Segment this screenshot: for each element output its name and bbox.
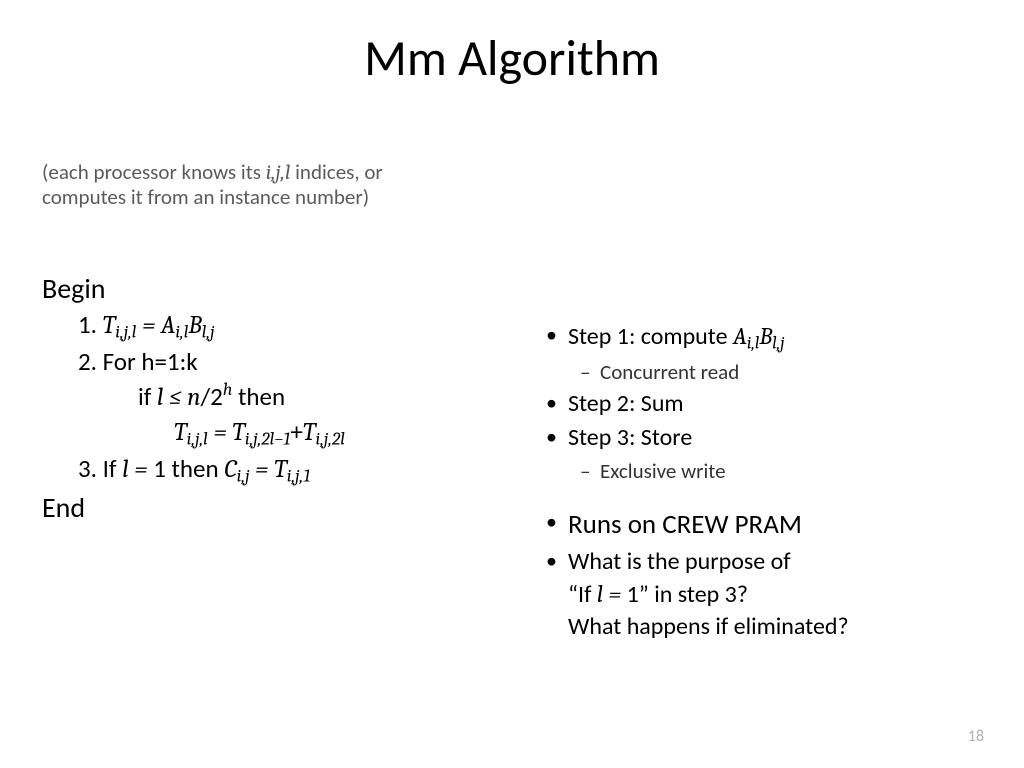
- s2b-T1: T: [232, 418, 245, 447]
- step1-B: B: [188, 311, 201, 340]
- step1-eq: =: [142, 311, 161, 340]
- s3-C-sub: i,j: [237, 465, 250, 486]
- s3-eq1: =: [134, 455, 147, 484]
- if-h: h: [223, 379, 233, 400]
- if-l: l: [157, 383, 163, 412]
- begin-label: Begin: [42, 270, 502, 308]
- step3-then: then: [166, 453, 224, 484]
- note-B-sub: l,j: [772, 333, 784, 353]
- step1-A: A: [161, 311, 175, 340]
- s3-l: l: [122, 455, 128, 484]
- algo-step-2-body: Ti,j,l = Ti,j,2l−1+Ti,j,2l: [174, 415, 502, 452]
- note-A-sub: i,l: [747, 333, 760, 353]
- page-number: 18: [968, 727, 984, 746]
- s3-T-sub: i,j,1: [287, 465, 311, 486]
- if-word: if: [138, 381, 157, 412]
- s2b-T: T: [174, 418, 187, 447]
- s3-C: C: [224, 455, 236, 484]
- s3-T: T: [274, 455, 287, 484]
- note-crew: Runs on CREW PRAM: [540, 507, 980, 543]
- algo-step-3: 3. If l = 1 then Ci,j = Ti,j,1: [78, 452, 502, 489]
- note-step3: Step 3: Store: [540, 422, 980, 454]
- s3-1: 1: [153, 453, 166, 484]
- s2b-plus: +: [290, 416, 302, 447]
- note-step1-sub: Concurrent read: [540, 358, 980, 386]
- note-B: B: [759, 322, 772, 350]
- s2b-eq: =: [213, 418, 232, 447]
- step1-lhs-sub: i,j,l: [115, 321, 136, 342]
- notes-block: Step 1: compute Ai,lBl,j Concurrent read…: [540, 320, 980, 646]
- note-q-line3: What happens if eliminated?: [568, 612, 849, 641]
- note-step3-sub: Exclusive write: [540, 457, 980, 485]
- step1-A-sub: i,l: [175, 321, 188, 342]
- note-q-line2a: “If: [568, 580, 597, 609]
- end-label: End: [42, 489, 502, 527]
- then-word: then: [232, 381, 285, 412]
- intro-line1a: (each processor knows its: [42, 159, 266, 185]
- if-n: n: [187, 383, 200, 412]
- note-q-1: 1: [627, 580, 639, 609]
- note-step2: Step 2: Sum: [540, 388, 980, 420]
- note-q-line2b: ” in step 3?: [639, 580, 748, 609]
- step3-num: 3. If: [78, 453, 122, 484]
- step1-num: 1.: [78, 309, 103, 340]
- if-le: ≤: [169, 383, 181, 412]
- slide: Mm Algorithm (each processor knows its i…: [0, 0, 1024, 768]
- intro-line1b: indices, or: [290, 159, 382, 185]
- note-question: What is the purpose of “If l = 1” in ste…: [540, 546, 980, 644]
- algo-step-2: 2. For h=1:k: [78, 345, 502, 379]
- algo-step-1: 1. Ti,j,l = Ai,lBl,j: [78, 308, 502, 345]
- algo-step-2-if: if l ≤ n/2h then: [138, 378, 502, 415]
- step1-B-sub: l,j: [202, 321, 215, 342]
- page-title: Mm Algorithm: [0, 28, 1024, 89]
- s3-eq2: =: [255, 455, 268, 484]
- note-A: A: [733, 322, 747, 350]
- algorithm-block: Begin 1. Ti,j,l = Ai,lBl,j 2. For h=1:k …: [42, 270, 502, 526]
- intro-indices: i,j,l: [266, 161, 291, 185]
- intro-note: (each processor knows its i,j,l indices,…: [42, 160, 462, 209]
- intro-line2: computes it from an instance number): [42, 184, 369, 210]
- step1-lhs-T: T: [103, 311, 116, 340]
- s2b-T-sub: i,j,l: [187, 428, 208, 449]
- s2b-T1-sub: i,j,2l−1: [245, 428, 291, 449]
- note-q-line1: What is the purpose of: [568, 547, 791, 576]
- note-q-l: l: [597, 580, 603, 608]
- note-q-eq: =: [608, 580, 621, 608]
- note-step1-text: Step 1: compute: [568, 322, 733, 351]
- note-step1: Step 1: compute Ai,lBl,j: [540, 320, 980, 356]
- if-2: 2: [210, 381, 223, 412]
- s2b-T2-sub: i,j,2l: [315, 428, 344, 449]
- s2b-T2: T: [303, 418, 316, 447]
